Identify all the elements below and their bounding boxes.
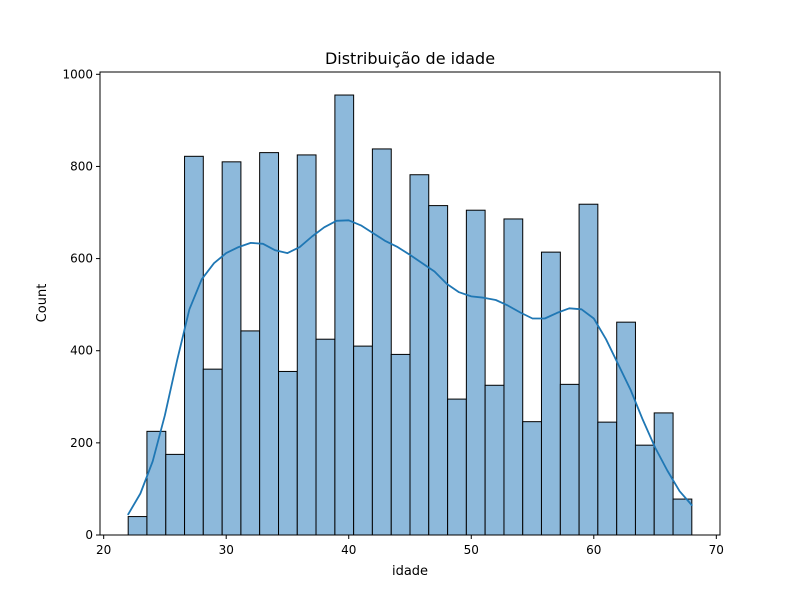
- histogram-bar: [184, 155, 204, 536]
- histogram-bar: [278, 370, 298, 536]
- x-tick-label: 40: [341, 543, 356, 557]
- histogram-bar: [390, 353, 411, 536]
- histogram-bar: [202, 368, 223, 536]
- y-tick-label: 0: [85, 528, 93, 542]
- histogram-bar: [484, 384, 505, 536]
- histogram-bar: [672, 498, 693, 536]
- x-tick-label: 70: [709, 543, 724, 557]
- y-tick-label: 200: [70, 436, 93, 450]
- histogram-bar: [522, 421, 542, 536]
- histogram-bar: [259, 152, 280, 536]
- histogram-bar: [315, 338, 336, 536]
- y-tick-label: 1000: [62, 67, 93, 81]
- histogram-bar: [597, 421, 618, 536]
- histogram-bar: [503, 218, 524, 536]
- histogram-bar: [634, 444, 655, 536]
- histogram-bar: [409, 174, 430, 536]
- x-tick-label: 50: [464, 543, 479, 557]
- histogram-bar: [465, 209, 486, 536]
- histogram-bar: [371, 148, 392, 536]
- x-axis-ticks: 20 30 40 50 60 70: [96, 535, 724, 557]
- histogram-bar: [240, 330, 261, 536]
- histogram-bar: [334, 94, 355, 536]
- kde-layer: [127, 219, 693, 516]
- x-tick-label: 60: [586, 543, 601, 557]
- histogram-bar: [221, 161, 242, 536]
- x-tick-label: 30: [219, 543, 234, 557]
- x-axis-label: idade: [392, 564, 428, 579]
- histogram-bar: [127, 516, 148, 536]
- histogram-bar: [353, 345, 373, 536]
- y-tick-label: 600: [70, 252, 93, 266]
- y-axis-ticks: 0 200 400 600 800 1000: [62, 67, 100, 542]
- histogram-bar: [428, 205, 449, 536]
- histogram-bar: [578, 203, 599, 536]
- histogram-bar: [447, 398, 467, 536]
- kde-line: [127, 219, 693, 516]
- y-tick-label: 400: [70, 344, 93, 358]
- x-tick-label: 20: [96, 543, 111, 557]
- bars-layer: [127, 94, 693, 536]
- histogram-bar: [559, 383, 580, 536]
- histogram-bar: [296, 154, 317, 536]
- histogram-bar: [165, 453, 186, 536]
- histogram-bar: [540, 251, 561, 536]
- y-axis-label: Count: [35, 284, 50, 323]
- histogram-bar: [616, 321, 636, 536]
- y-tick-label: 800: [70, 159, 93, 173]
- plot-frame: [99, 71, 721, 536]
- chart-title: Distribuição de idade: [325, 49, 495, 68]
